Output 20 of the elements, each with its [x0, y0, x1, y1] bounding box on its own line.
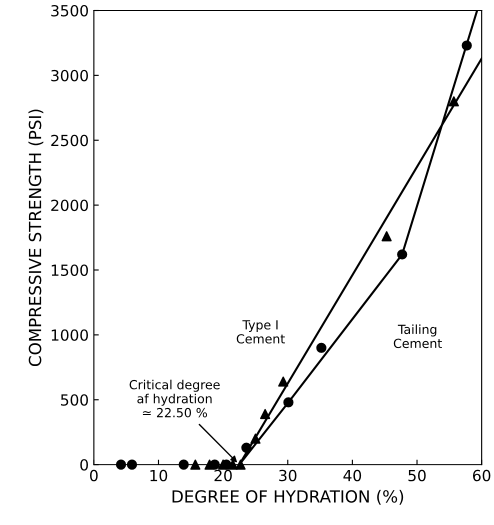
y-tick-label: 1500: [52, 264, 88, 276]
x-tick-label: 40: [343, 470, 362, 482]
y-tick-label: 500: [61, 394, 88, 406]
y-axis-title: COMPRESSIVE STRENGTH (PSI): [28, 110, 44, 366]
y-tick-label: 2000: [51, 200, 88, 212]
annotation: Critical degree af hydration ≃ 22.50 %: [130, 380, 220, 418]
x-tick-label: 20: [214, 470, 232, 482]
y-tick-label: 3500: [51, 4, 88, 17]
x-tick-label: 30: [279, 470, 296, 482]
x-tick-label: 10: [150, 470, 168, 482]
y-tick-label: 2500: [51, 134, 88, 146]
x-axis-title: DEGREE OF HYDRATION (%): [172, 490, 404, 505]
y-tick-label: 3000: [51, 70, 88, 82]
x-tick-label: 50: [408, 470, 426, 482]
y-tick-label: 0: [80, 459, 88, 471]
annotation: Type I Cement: [236, 320, 285, 344]
y-tick-label: 1000: [52, 329, 88, 341]
x-tick-label: 60: [472, 470, 490, 482]
x-tick-label: 0: [90, 470, 98, 482]
annotation: Tailing Cement: [394, 324, 442, 348]
